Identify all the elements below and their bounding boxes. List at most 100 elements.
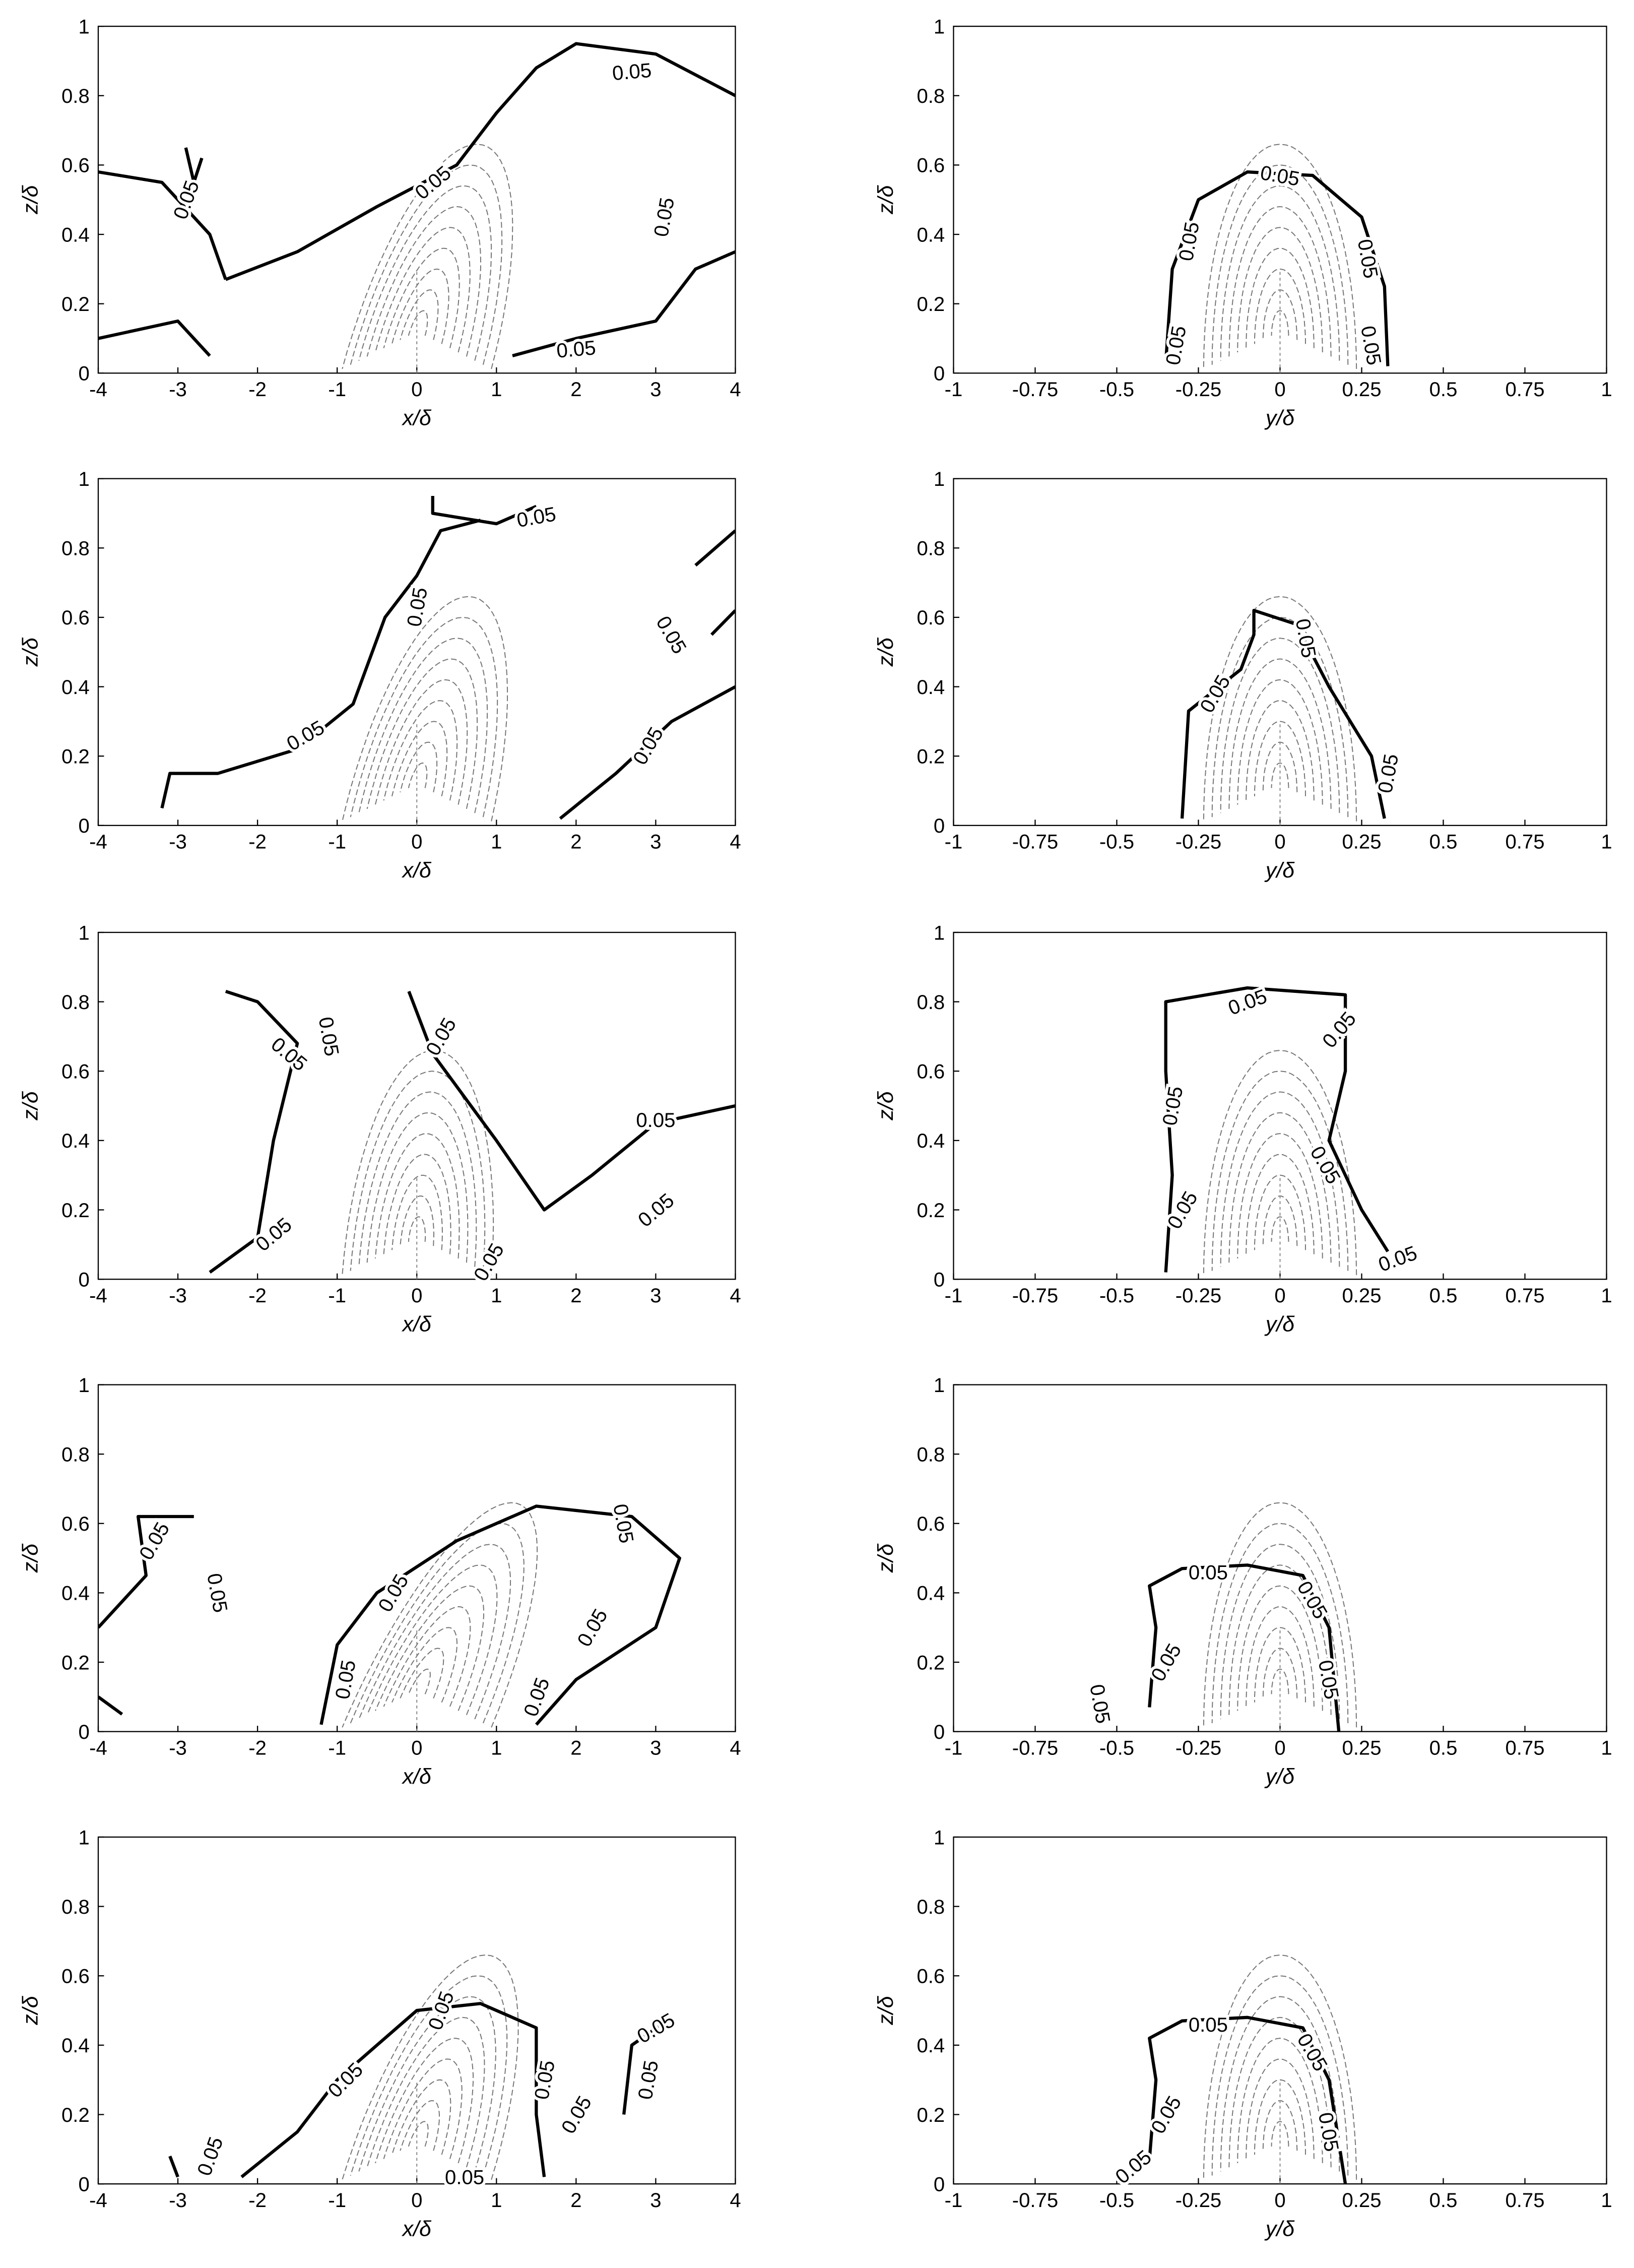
contours [209, 989, 736, 1280]
x-tick-label: 0.75 [1505, 378, 1544, 401]
inner-contour [400, 1195, 435, 1246]
inner-contour [1271, 310, 1289, 336]
y-tick-label: 1 [934, 1826, 945, 1849]
x-tick-label: -3 [169, 831, 187, 853]
inner-contour [358, 638, 488, 813]
y-tick-label: 1 [78, 921, 89, 944]
inner-contour [1254, 1627, 1306, 1703]
contours [98, 42, 736, 373]
panel: -1 -0.75 -0.5 -0.25 0 0.25 0.5 0.75 1 0 0.2 0.4 0.6 0… [874, 468, 1612, 883]
inner-contour [383, 1154, 451, 1254]
inner-contour [1254, 1174, 1306, 1250]
y-tick-label: 0.8 [917, 1443, 945, 1466]
inner-contour [358, 1544, 511, 1720]
y-tick-label: 1 [934, 1374, 945, 1397]
y-axis-label: z/δ [19, 1091, 43, 1120]
x-tick-label: -4 [89, 831, 107, 853]
x-tick-label: -0.25 [1175, 831, 1221, 853]
y-tick-label: 0 [934, 2173, 945, 2195]
y-tick-label: 0 [934, 814, 945, 837]
x-axis-label: y/δ [1264, 1765, 1295, 1789]
inner-contour [408, 1668, 431, 1694]
x-axis-label: y/δ [1264, 1312, 1295, 1336]
y-axis-label: z/δ [874, 184, 898, 214]
x-tick-label: 3 [650, 378, 661, 401]
x-tick-label: 0 [1274, 2189, 1285, 2212]
inner-contour [1254, 268, 1306, 344]
y-axis-label: z/δ [874, 1543, 898, 1573]
y-tick-label: 0.4 [917, 676, 945, 699]
inner-contour [366, 2017, 485, 2168]
y-tick-label: 0.4 [917, 223, 945, 246]
x-axis-label: y/δ [1264, 406, 1295, 430]
x-tick-label: -0.5 [1099, 1737, 1134, 1759]
x-tick-label: 0.5 [1429, 378, 1458, 401]
inner-contour [1220, 185, 1340, 361]
x-tick-label: 4 [730, 378, 741, 401]
y-tick-label: 0.6 [917, 606, 945, 629]
y-tick-label: 0.8 [917, 991, 945, 1014]
x-tick-label: -0.5 [1099, 2189, 1134, 2212]
x-tick-label: 3 [650, 2189, 661, 2212]
inner-contour [391, 721, 448, 797]
x-tick-label: 1 [491, 2189, 502, 2212]
inner-contour [400, 1648, 444, 1699]
inner-contour [1211, 1070, 1349, 1271]
contour-line [98, 1515, 194, 1629]
inner-contour [1211, 616, 1349, 817]
x-tick-label: 0.25 [1342, 1284, 1381, 1307]
x-tick-label: -3 [169, 2189, 187, 2212]
x-tick-label: -4 [89, 378, 107, 401]
contour-line [694, 529, 736, 567]
inner-contour [1203, 1049, 1357, 1275]
x-tick-label: 3 [650, 1284, 661, 1307]
y-tick-label: 0.2 [917, 1199, 945, 1222]
contour-line [98, 170, 227, 280]
panel: -1 -0.75 -0.5 -0.25 0 0.25 0.5 0.75 1 0 0.2 0.4 0.6 0… [874, 15, 1612, 430]
y-tick-label: 0.6 [61, 1965, 90, 1988]
inner-contour [366, 658, 478, 809]
inner-contour [1271, 1216, 1289, 1242]
x-tick-label: 0.75 [1505, 2189, 1544, 2212]
contour-line [225, 42, 736, 281]
x-tick-label: -1 [945, 831, 963, 853]
y-tick-label: 0.8 [61, 1443, 90, 1466]
inner-contour [1220, 638, 1340, 813]
x-tick-label: -0.75 [1012, 1284, 1058, 1307]
inner-contour [358, 1996, 496, 2172]
y-tick-label: 0.4 [917, 1129, 945, 1152]
x-tick-label: -3 [169, 1284, 187, 1307]
x-tick-label: 0.5 [1429, 2189, 1458, 2212]
panel: -4 -3 -2 -1 0 1 2 3 400.20.40.60.81x/δz/δ0.050.0… [19, 1826, 741, 2241]
contour-line [319, 1504, 681, 1726]
contour-line [168, 2155, 179, 2178]
inner-contour [1271, 1668, 1289, 1694]
y-tick-label: 0.4 [61, 2034, 90, 2057]
x-tick-label: -4 [89, 1284, 107, 1307]
x-tick-label: 0.75 [1505, 1284, 1544, 1307]
x-tick-label: -2 [248, 2189, 267, 2212]
x-tick-label: -3 [169, 378, 187, 401]
contour-label: 0.05 [1189, 1561, 1228, 1584]
inner-contour [374, 1133, 460, 1258]
inner-contour [1211, 1523, 1349, 1724]
inner-contour [391, 268, 449, 344]
x-tick-label: -0.75 [1012, 831, 1058, 853]
inner-contour [1211, 1975, 1349, 2176]
y-axis-label: z/δ [19, 184, 43, 214]
y-tick-label: 0 [78, 1721, 89, 1743]
x-tick-label: 0 [1274, 1737, 1285, 1759]
x-tick-label: -0.5 [1099, 831, 1134, 853]
x-tick-label: -1 [328, 2189, 346, 2212]
contours [1164, 144, 1390, 373]
inner-contour [400, 741, 438, 793]
x-tick-label: 0.25 [1342, 2189, 1381, 2212]
inner-contour [375, 1585, 485, 1711]
x-axis-label: y/δ [1264, 858, 1295, 883]
contour-line [622, 2016, 673, 2115]
panel: -1 -0.75 -0.5 -0.25 0 0.25 0.5 0.75 1 0 0.2 0.4 0.6 0… [874, 1374, 1612, 1789]
panel: -4 -3 -2 -1 0 1 2 3 400.20.40.60.81x/δz/δ0.050.0… [19, 1374, 741, 1789]
panel: -1 -0.75 -0.5 -0.25 0 0.25 0.5 0.75 1 0 0.2 0.4 0.6 0… [874, 1826, 1612, 2241]
contour-line [1148, 1563, 1341, 1732]
y-tick-label: 1 [78, 1826, 89, 1849]
